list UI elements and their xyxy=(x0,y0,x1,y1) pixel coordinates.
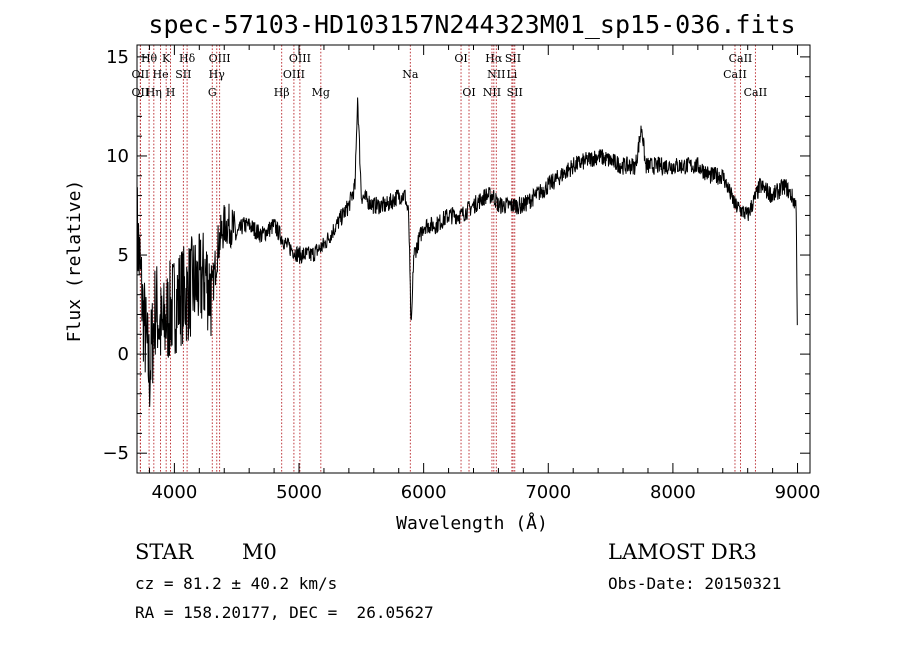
y-tick-label-1: 0 xyxy=(118,344,129,365)
x-tick-label-3: 7000 xyxy=(525,482,571,503)
survey-name: LAMOST DR3 xyxy=(608,540,757,564)
line-label-6: Hδ xyxy=(179,52,196,65)
line-label-18: OI xyxy=(462,86,475,99)
object-class: STAR xyxy=(135,540,194,564)
plot-frame xyxy=(136,44,811,474)
x-tick-label-5: 9000 xyxy=(775,482,821,503)
line-label-0: Hθ xyxy=(141,52,158,65)
line-label-11: G xyxy=(208,86,217,99)
line-label-19: Hα xyxy=(485,52,503,65)
line-label-14: Hβ xyxy=(274,86,290,99)
line-label-12: OIII xyxy=(289,52,311,65)
line-label-5: Hη xyxy=(146,86,162,99)
x-tick-label-0: 4000 xyxy=(151,482,197,503)
line-label-23: NII xyxy=(483,86,501,99)
line-label-13: OIII xyxy=(283,68,305,81)
y-tick-label-3: 10 xyxy=(106,146,129,167)
line-label-7: SII xyxy=(175,68,191,81)
line-label-22: Li xyxy=(506,68,517,81)
line-label-2: OII xyxy=(132,86,150,99)
y-tick-label-0: −5 xyxy=(102,443,129,464)
line-label-4: He xyxy=(153,68,169,81)
x-axis-label: Wavelength (Å) xyxy=(396,512,548,534)
spectrum-line xyxy=(136,97,798,407)
line-label-17: OI xyxy=(454,52,467,65)
line-label-15: Mg xyxy=(312,86,330,99)
line-label-21: NII xyxy=(487,68,505,81)
redshift-velocity: cz = 81.2 ± 40.2 km/s xyxy=(135,574,338,593)
line-label-10: Hγ xyxy=(209,68,226,81)
line-label-3: K xyxy=(162,52,171,65)
line-label-1: OII xyxy=(132,68,150,81)
y-tick-label-4: 15 xyxy=(106,47,129,68)
spectrum-series xyxy=(136,97,798,407)
line-label-27: CaII xyxy=(744,86,768,99)
line-label-16: Na xyxy=(402,68,419,81)
spectral-line-markers: Hθ OII OII K He Hη Hδ SII H OIII Hγ G OIII OIII Hβ Mg Na… xyxy=(132,45,768,473)
sky-coordinates: RA = 158.20177, DEC = 26.05627 xyxy=(135,603,434,622)
x-tick-label-2: 6000 xyxy=(401,482,447,503)
observation-date: Obs-Date: 20150321 xyxy=(608,574,782,593)
chart-title: spec-57103-HD103157N244323M01_sp15-036.f… xyxy=(148,10,795,39)
line-label-20: SII xyxy=(505,52,521,65)
line-label-26: CaII xyxy=(723,68,747,81)
line-label-9: OIII xyxy=(209,52,231,65)
line-label-24: SII xyxy=(507,86,523,99)
x-tick-label-4: 8000 xyxy=(650,482,696,503)
line-label-25: CaII xyxy=(729,52,753,65)
y-axis-label: Flux (relative) xyxy=(64,180,85,343)
axis-ticks: 4000 5000 6000 7000 8000 9000 −5 0 5 10 15 xyxy=(102,45,820,503)
y-tick-label-2: 5 xyxy=(118,245,129,266)
object-subclass: M0 xyxy=(242,540,277,564)
x-tick-label-1: 5000 xyxy=(276,482,322,503)
line-label-8: H xyxy=(166,86,176,99)
